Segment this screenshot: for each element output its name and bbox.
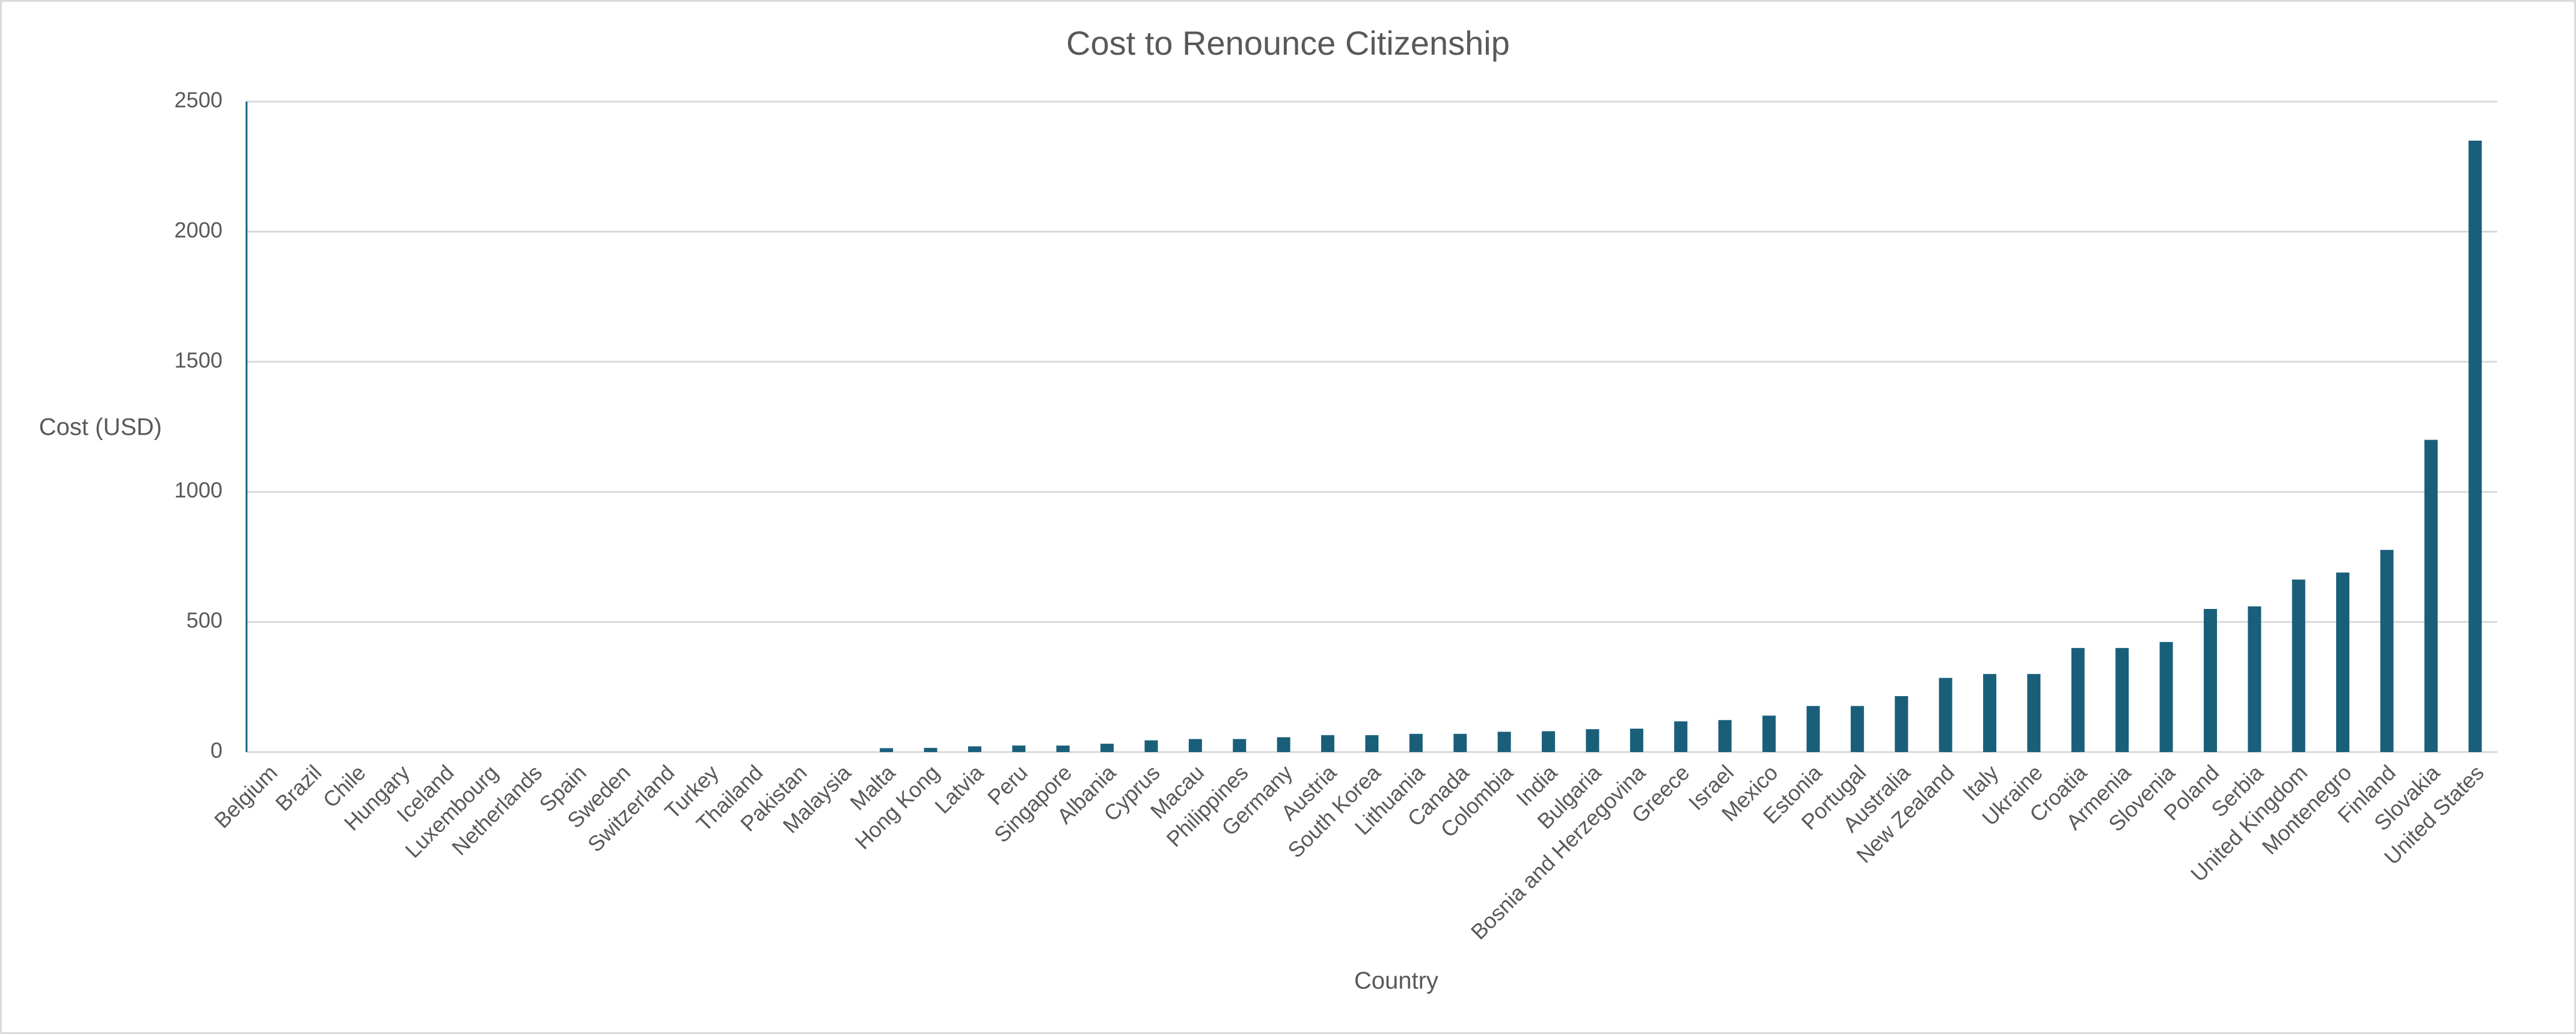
- bar: [1497, 732, 1511, 752]
- bar: [2027, 674, 2041, 752]
- bar: [2071, 647, 2085, 752]
- bar: [2248, 606, 2262, 752]
- bar: [924, 748, 937, 752]
- y-tick-label: 2500: [174, 88, 222, 112]
- bar: [1100, 744, 1114, 752]
- bar: [1321, 735, 1335, 752]
- chart-title: Cost to Renounce Citizenship: [1066, 24, 1510, 62]
- bar: [2203, 608, 2217, 752]
- bar: [1542, 731, 1556, 752]
- y-tick-label: 0: [210, 738, 222, 763]
- bar: [1056, 745, 1070, 752]
- bar: [1762, 715, 1776, 752]
- bar: [2336, 572, 2350, 752]
- y-tick-label: 1500: [174, 347, 222, 372]
- y-tick-label: 500: [186, 608, 222, 632]
- y-tick-label: 1000: [174, 478, 222, 503]
- bar: [1586, 729, 1599, 752]
- bar: [1365, 735, 1379, 752]
- bar: [1895, 696, 1909, 752]
- bar: [2424, 439, 2438, 752]
- y-tick-label: 2000: [174, 218, 222, 242]
- bar: [968, 746, 981, 752]
- bar: [1718, 720, 1732, 752]
- bar: [2159, 641, 2173, 752]
- bar: [1144, 740, 1158, 752]
- bar: [1233, 739, 1247, 752]
- bar: [1939, 678, 1952, 752]
- bar: [1983, 674, 1996, 752]
- bar: [2380, 549, 2394, 752]
- bar: [1409, 733, 1423, 752]
- bar: [1630, 729, 1643, 752]
- bar: [1012, 745, 1026, 752]
- bar: [1850, 706, 1864, 752]
- bar: [2468, 140, 2482, 753]
- bar: [880, 748, 894, 752]
- bar: [1277, 737, 1290, 752]
- bar: [1674, 721, 1688, 752]
- x-axis-title: Country: [1354, 968, 1438, 994]
- bar: [2115, 647, 2129, 752]
- bar: [1188, 739, 1202, 752]
- bar: [1806, 706, 1820, 752]
- y-axis-title: Cost (USD): [39, 414, 162, 441]
- bar: [2292, 580, 2305, 752]
- bar: [1453, 733, 1467, 752]
